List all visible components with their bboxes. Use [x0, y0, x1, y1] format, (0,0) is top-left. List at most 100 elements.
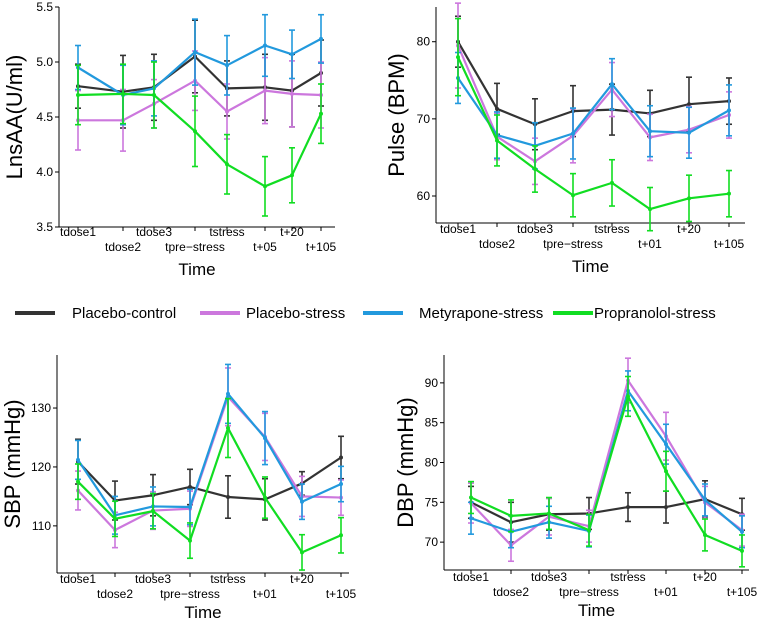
x-tick-label: tdose1 [453, 570, 489, 584]
data-point [225, 109, 229, 114]
series-line [457, 77, 730, 147]
legend-label: Placebo-control [72, 305, 176, 322]
data-point [225, 162, 229, 167]
data-point [188, 538, 192, 543]
x-tick-label: t+01 [638, 237, 662, 251]
x-tick-label: tdose1 [60, 225, 96, 239]
legend-label: Metyrapone-stress [419, 305, 543, 322]
data-point [610, 82, 614, 87]
data-point [151, 509, 155, 514]
y-tick-label: 80 [425, 456, 439, 470]
series-propranolol-stress [75, 397, 344, 571]
y-axis-title: SBP (mmHg) [0, 399, 25, 528]
y-tick-label: 5.5 [36, 0, 53, 14]
data-point [76, 93, 80, 97]
x-tick-label: t+105 [727, 585, 758, 599]
data-point [664, 505, 668, 510]
x-tick-label: tdose2 [493, 585, 529, 599]
data-point [727, 191, 731, 196]
data-point [263, 495, 267, 500]
data-point [740, 548, 744, 553]
data-point [533, 167, 537, 171]
x-tick-label: tdose2 [97, 587, 133, 601]
data-point [664, 442, 668, 447]
data-point [571, 193, 575, 198]
x-tick-label: t+20 [677, 222, 701, 236]
x-tick-label: tstress [610, 570, 645, 584]
y-tick-label: 4.5 [36, 110, 53, 124]
y-tick-label: 130 [31, 401, 51, 415]
series-line [78, 79, 322, 122]
y-tick-label: 60 [417, 189, 431, 203]
x-tick-label: t+105 [306, 240, 337, 254]
data-point [664, 469, 668, 474]
x-tick-label: t+20 [280, 225, 304, 239]
data-point [76, 457, 80, 462]
x-tick-label: tdose3 [136, 225, 172, 239]
x-tick-label: tdose1 [60, 572, 96, 586]
data-point [648, 129, 652, 134]
y-tick-label: 70 [417, 112, 431, 126]
y-tick-label: 120 [31, 460, 51, 474]
y-tick-label: 3.5 [36, 220, 53, 234]
x-tick-label: tstress [210, 572, 245, 586]
series-propranolol-stress [455, 17, 732, 232]
data-point [339, 455, 343, 460]
legend-label: Propranolol-stress [594, 305, 716, 322]
data-point [263, 184, 267, 189]
data-point [290, 91, 294, 96]
x-tick-label: tpre−stress [160, 587, 220, 601]
data-point [740, 529, 744, 534]
legend-item: Placebo-control [15, 305, 176, 322]
x-tick-label: tdose3 [531, 570, 567, 584]
x-tick-label: tpre−stress [165, 240, 225, 254]
x-tick-label: tdose2 [479, 237, 515, 251]
data-point [687, 196, 691, 201]
x-tick-label: tpre−stress [543, 237, 603, 251]
data-point [456, 55, 460, 60]
x-tick-label: t+105 [326, 587, 357, 601]
data-point [495, 106, 499, 111]
legend-item: Propranolol-stress [553, 305, 716, 322]
series-propranolol-stress [468, 375, 745, 568]
x-tick-label: t+01 [654, 585, 678, 599]
data-point [610, 180, 614, 185]
data-point [152, 93, 156, 97]
data-point [687, 130, 691, 135]
data-point [193, 129, 197, 134]
y-tick-label: 4.0 [36, 165, 53, 179]
x-tick-label: t+01 [253, 587, 277, 601]
data-point [648, 207, 652, 212]
series-metyrapone-stress [455, 51, 732, 170]
data-point [727, 108, 731, 113]
y-tick-label: 5.0 [36, 55, 53, 69]
data-point [188, 484, 192, 489]
data-point [263, 43, 267, 48]
y-tick-label: 75 [425, 495, 439, 509]
x-axis-title: Time [578, 601, 615, 620]
series-line [77, 426, 342, 554]
panel-dbp: 7075808590tdose1tdose2tdose3tpre−stresst… [393, 355, 758, 620]
x-tick-label: tdose1 [440, 222, 476, 236]
data-point [495, 138, 499, 143]
y-axis-title: Pulse (BPM) [384, 53, 409, 176]
data-point [469, 516, 473, 521]
data-point [290, 173, 294, 178]
series-line [77, 37, 322, 97]
x-tick-label: tpre−stress [559, 585, 619, 599]
data-point [121, 91, 125, 96]
x-tick-label: t+20 [693, 570, 717, 584]
x-axis-title: Time [184, 603, 221, 622]
x-tick-label: tstress [209, 225, 244, 239]
series-line [77, 92, 322, 188]
x-tick-label: t+105 [714, 237, 745, 251]
data-point [339, 482, 343, 487]
series-line [457, 56, 730, 211]
data-point [300, 499, 304, 504]
data-point [319, 36, 323, 41]
data-point [469, 495, 473, 500]
series-line [77, 55, 322, 93]
y-axis-title: DBP (mmHg) [393, 397, 418, 527]
legend-item: Metyrapone-stress [363, 305, 543, 322]
